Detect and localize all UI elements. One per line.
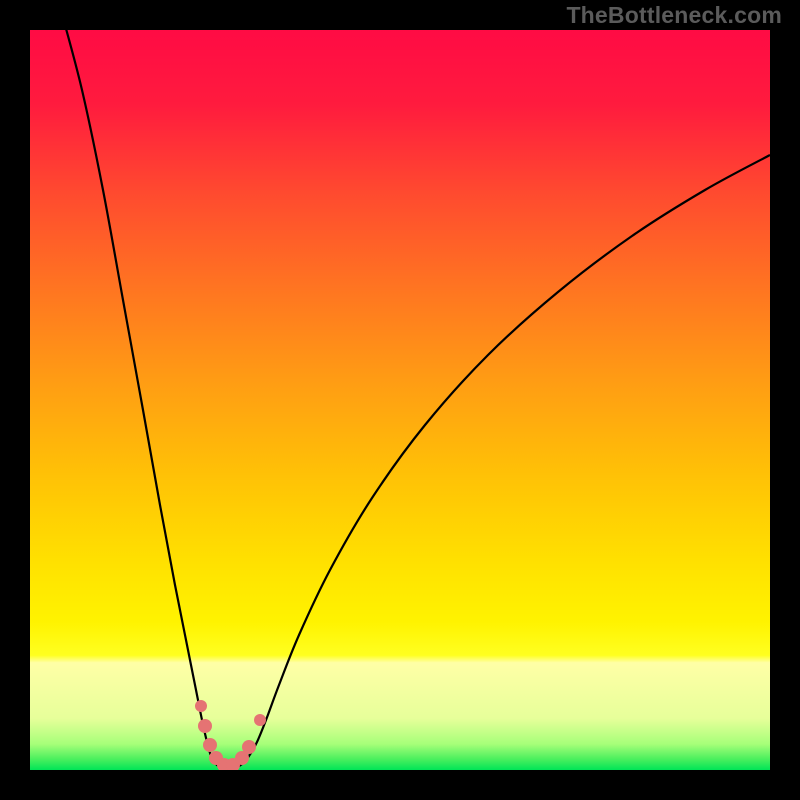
highlight-dot: [242, 740, 256, 754]
highlight-dot: [195, 700, 207, 712]
watermark-text: TheBottleneck.com: [566, 2, 782, 29]
highlight-dot: [198, 719, 212, 733]
highlight-dot: [254, 714, 266, 726]
chart-container: { "canvas": { "width": 800, "height": 80…: [0, 0, 800, 800]
bottleneck-chart: [0, 0, 800, 800]
highlight-dot: [203, 738, 217, 752]
